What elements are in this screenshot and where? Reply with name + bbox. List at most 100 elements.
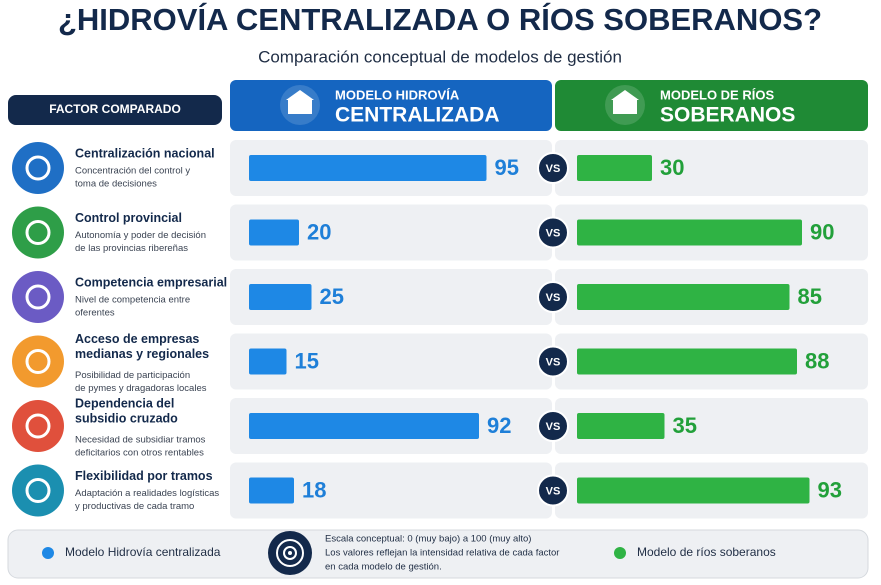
note-icon-ring [276, 539, 304, 567]
value-label: 92 [487, 413, 511, 438]
legend-label: Modelo Hidrovía centralizada [65, 545, 221, 559]
bar [577, 348, 797, 375]
legend-box [7, 529, 869, 579]
note-icon-ring [283, 546, 297, 560]
factor-header-bg [8, 95, 222, 125]
column-header-bg [230, 80, 552, 131]
factor-description: oferentes [75, 308, 115, 319]
value-label: 93 [818, 477, 842, 502]
row-panel [230, 462, 552, 519]
bar [577, 219, 802, 246]
bar [577, 284, 790, 310]
column-header-bg [555, 80, 868, 131]
factor-icon [12, 335, 64, 388]
vs-label: VS [546, 292, 561, 304]
vs-badge [537, 152, 569, 184]
vs-label: VS [546, 356, 561, 368]
column-header: MODELO DE RÍOS [660, 87, 774, 102]
value-label: 85 [798, 284, 822, 309]
bar [249, 155, 487, 181]
scale-note: en cada modelo de gestión. [325, 562, 442, 573]
value-label: 30 [660, 155, 684, 180]
factor-description: deficitarios con otros rentables [75, 448, 204, 459]
chart-subtitle: Comparación conceptual de modelos de ges… [258, 47, 622, 66]
vs-badge [537, 345, 569, 378]
factor-header: FACTOR COMPARADO [49, 102, 181, 116]
vs-badge [537, 281, 569, 313]
row-panel [555, 398, 868, 454]
vs-badge [537, 474, 569, 507]
factor-description: y productivas de cada tramo [75, 501, 194, 512]
factor-description: Autonomía y poder de decisión [75, 230, 206, 241]
vs-label: VS [546, 421, 561, 433]
column-header: MODELO HIDROVÍA [335, 87, 460, 102]
note-icon-dot [288, 551, 292, 555]
factor-icon [12, 142, 64, 194]
factor-title: medianas y regionales [75, 347, 209, 361]
value-label: 35 [673, 413, 697, 438]
factor-title: Dependencia del [75, 396, 174, 410]
vs-label: VS [546, 227, 561, 239]
factor-description: Nivel de competencia entre [75, 295, 190, 306]
bar [249, 477, 294, 504]
value-label: 15 [295, 348, 319, 373]
vs-badge [537, 410, 569, 442]
column-header-glyph [611, 90, 639, 100]
factor-icon-glyph [25, 349, 51, 374]
legend-swatch [614, 547, 626, 559]
factor-description: de las provincias ribereñas [75, 243, 188, 254]
factor-title: Control provincial [75, 211, 182, 225]
bar [249, 413, 479, 439]
bar [577, 413, 665, 439]
row-panel [230, 269, 552, 325]
factor-description: Necesidad de subsidiar tramos [75, 435, 206, 446]
value-label: 20 [307, 219, 331, 244]
bar [249, 284, 312, 310]
row-panel [230, 333, 552, 390]
factor-description: de pymes y dragadoras locales [75, 383, 207, 394]
column-header-glyph [288, 100, 312, 114]
factor-title: Acceso de empresas [75, 332, 199, 346]
column-header-glyph [286, 90, 314, 100]
factor-icon [12, 400, 64, 452]
factor-icon [12, 271, 64, 323]
chart-title: ¿HIDROVÍA CENTRALIZADA O RÍOS SOBERANOS? [58, 2, 822, 37]
vs-badge [537, 216, 569, 249]
factor-description: toma de decisiones [75, 179, 157, 190]
row-panel [555, 140, 868, 196]
scale-note: Los valores reflejan la intensidad relat… [325, 548, 559, 559]
factor-icon-glyph [25, 413, 51, 439]
factor-icon-glyph [25, 155, 51, 181]
column-header-glyph [613, 100, 637, 114]
bar [249, 348, 287, 375]
factor-icon [12, 464, 64, 517]
bar [249, 219, 299, 246]
factor-description: Concentración del control y [75, 166, 190, 177]
factor-title: Centralización nacional [75, 146, 215, 160]
column-header: SOBERANOS [660, 104, 795, 127]
column-header: CENTRALIZADA [335, 104, 499, 127]
vs-label: VS [546, 485, 561, 497]
factor-description: Adaptación a realidades logísticas [75, 488, 219, 499]
value-label: 90 [810, 219, 834, 244]
value-label: 25 [320, 284, 344, 309]
bar [577, 477, 810, 504]
factor-icon-glyph [25, 220, 51, 245]
factor-icon [12, 206, 64, 259]
value-label: 95 [495, 155, 519, 180]
value-label: 18 [302, 477, 326, 502]
factor-icon-glyph [25, 284, 51, 310]
factor-description: Posibilidad de participación [75, 370, 190, 381]
value-label: 88 [805, 348, 829, 373]
factor-title: subsidio cruzado [75, 411, 178, 425]
factor-icon-glyph [25, 478, 51, 503]
legend-label: Modelo de ríos soberanos [637, 545, 776, 559]
vs-label: VS [546, 163, 561, 175]
factor-title: Flexibilidad por tramos [75, 469, 213, 483]
legend-swatch [42, 547, 54, 559]
factor-title: Competencia empresarial [75, 275, 227, 289]
scale-note: Escala conceptual: 0 (muy bajo) a 100 (m… [325, 534, 531, 545]
row-panel [230, 204, 552, 261]
bar [577, 155, 652, 181]
